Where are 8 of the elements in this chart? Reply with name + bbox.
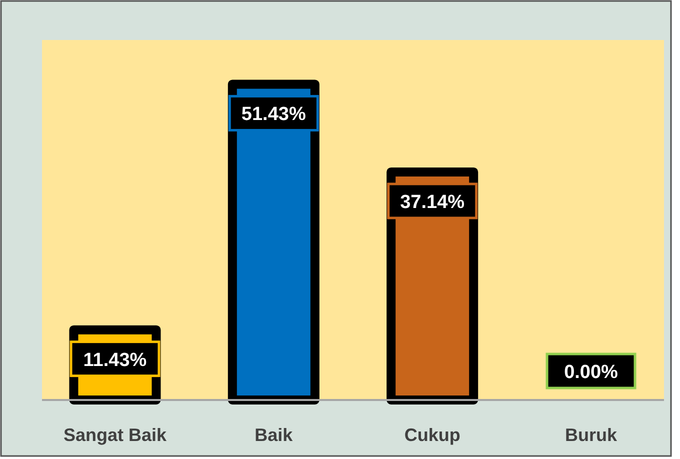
- data-label: 37.14%: [400, 192, 465, 213]
- data-label: 0.00%: [564, 362, 618, 383]
- data-label: 51.43%: [241, 104, 306, 126]
- x-tick-label: Cukup: [404, 425, 460, 445]
- x-tick-label: Baik: [254, 425, 294, 445]
- x-tick-label: Sangat Baik: [63, 425, 168, 445]
- data-label: 11.43%: [83, 350, 147, 371]
- x-tick-label: Buruk: [565, 425, 618, 445]
